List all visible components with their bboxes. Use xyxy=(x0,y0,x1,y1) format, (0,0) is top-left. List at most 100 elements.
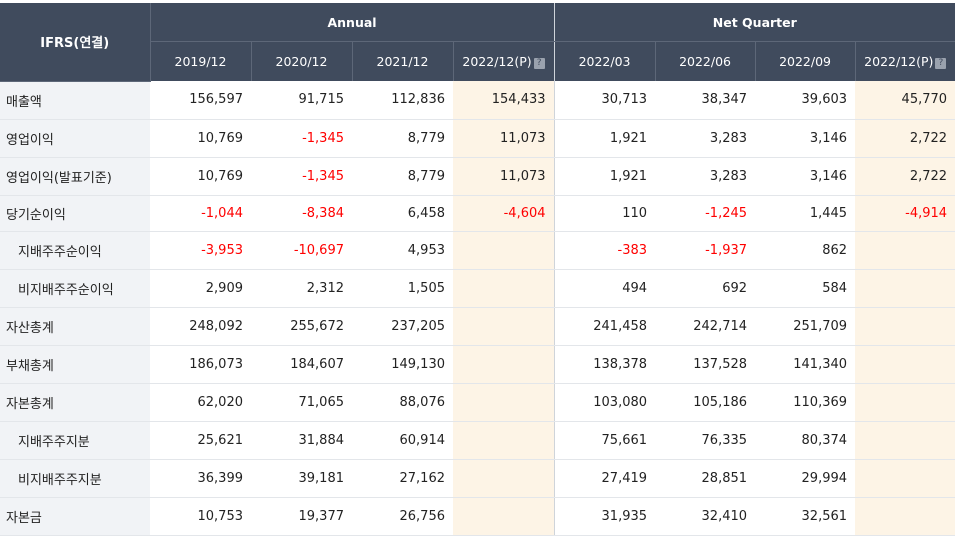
table-cell: 10,753 xyxy=(150,497,251,536)
row-label: 지배주주순이익 xyxy=(0,231,150,270)
table-row: 자본총계 62,020 71,065 88,076 103,080 105,186 110,… xyxy=(0,383,956,422)
table-cell: 8,779 xyxy=(352,157,453,196)
table-row: 지배주주지분 25,621 31,884 60,914 75,661 76,335 80,3… xyxy=(0,421,956,460)
row-label: 자본금 xyxy=(0,497,150,536)
table-cell: -8,384 xyxy=(251,195,352,232)
table-cell: 28,851 xyxy=(655,459,756,498)
column-header: 2019/12 xyxy=(150,41,252,81)
table-cell: 692 xyxy=(655,269,756,308)
table-cell: 141,340 xyxy=(755,345,856,384)
table-cell: 80,374 xyxy=(755,421,856,460)
table-cell xyxy=(453,459,555,498)
table-cell: 76,335 xyxy=(655,421,756,460)
table-cell: 62,020 xyxy=(150,383,251,422)
table-cell: 138,378 xyxy=(554,345,656,384)
row-label: 자산총계 xyxy=(0,307,150,346)
table-cell: 38,347 xyxy=(655,81,756,120)
table-cell: 32,561 xyxy=(755,497,856,536)
table-cell: 156,597 xyxy=(150,81,251,120)
table-cell: 75,661 xyxy=(554,421,656,460)
table-cell: 248,092 xyxy=(150,307,251,346)
table-cell: 1,921 xyxy=(554,157,656,196)
row-label: 지배주주지분 xyxy=(0,421,150,460)
table-row: 자산총계 248,092 255,672 237,205 241,458 242,714 2… xyxy=(0,307,956,346)
column-header: 2020/12 xyxy=(251,41,353,81)
table-cell: 10,769 xyxy=(150,157,251,196)
help-icon[interactable]: ? xyxy=(935,58,947,69)
table-cell: -1,345 xyxy=(251,157,352,196)
table-cell xyxy=(855,421,956,460)
table-cell: 32,410 xyxy=(655,497,756,536)
table-body: 매출액 156,597 91,715 112,836 154,433 30,713 38,3… xyxy=(0,81,956,536)
column-header-label: 2022/12(P) xyxy=(462,54,532,69)
table-cell xyxy=(855,459,956,498)
table-row: 비지배주주순이익 2,909 2,312 1,505 494 692 584 xyxy=(0,269,956,308)
table-cell: -1,245 xyxy=(655,195,756,232)
table-cell xyxy=(453,307,555,346)
row-label: 영업이익(발표기준) xyxy=(0,157,150,196)
row-label: 당기순이익 xyxy=(0,195,150,232)
table-cell: -4,914 xyxy=(855,195,956,232)
row-label: 비지배주주지분 xyxy=(0,459,150,498)
column-header: 2022/09 xyxy=(755,41,856,81)
table-cell xyxy=(855,345,956,384)
table-cell xyxy=(453,269,555,308)
row-label: 매출액 xyxy=(0,81,150,120)
table-cell: 3,146 xyxy=(755,119,856,158)
table-cell: 2,722 xyxy=(855,119,956,158)
table-cell: 10,769 xyxy=(150,119,251,158)
table-cell: 2,909 xyxy=(150,269,251,308)
table-cell: 39,181 xyxy=(251,459,352,498)
table-cell: 26,756 xyxy=(352,497,453,536)
table-cell: 71,065 xyxy=(251,383,352,422)
table-cell xyxy=(453,231,555,270)
table-row: 지배주주순이익 -3,953 -10,697 4,953 -383 -1,937 862 xyxy=(0,231,956,270)
table-cell: 242,714 xyxy=(655,307,756,346)
column-header-estimate: 2022/12(P)? xyxy=(453,41,555,81)
row-label: 자본총계 xyxy=(0,383,150,422)
group-header-annual: Annual xyxy=(150,3,555,42)
row-label: 부채총계 xyxy=(0,345,150,384)
table-cell: 45,770 xyxy=(855,81,956,120)
table-cell: 27,162 xyxy=(352,459,453,498)
table-cell: 3,146 xyxy=(755,157,856,196)
table-row: 영업이익 10,769 -1,345 8,779 11,073 1,921 3,283 3,1… xyxy=(0,119,956,158)
table-cell xyxy=(453,497,555,536)
column-header-label: 2022/12(P) xyxy=(864,54,934,69)
table-cell: 1,921 xyxy=(554,119,656,158)
table-cell: -10,697 xyxy=(251,231,352,270)
column-header-estimate: 2022/12(P)? xyxy=(855,41,956,81)
table-cell xyxy=(855,497,956,536)
table-cell xyxy=(855,269,956,308)
table-cell: 60,914 xyxy=(352,421,453,460)
table-cell: 6,458 xyxy=(352,195,453,232)
table-row: 매출액 156,597 91,715 112,836 154,433 30,713 38,3… xyxy=(0,81,956,120)
table-cell: -383 xyxy=(554,231,656,270)
table-cell: 154,433 xyxy=(453,81,555,120)
column-header: 2022/06 xyxy=(655,41,756,81)
table-cell: 39,603 xyxy=(755,81,856,120)
row-label: 영업이익 xyxy=(0,119,150,158)
table-cell: 88,076 xyxy=(352,383,453,422)
table-cell: 105,186 xyxy=(655,383,756,422)
table-cell: 31,884 xyxy=(251,421,352,460)
table-cell: 4,953 xyxy=(352,231,453,270)
table-cell: 186,073 xyxy=(150,345,251,384)
table-cell: 251,709 xyxy=(755,307,856,346)
table-cell xyxy=(855,383,956,422)
table-cell: 8,779 xyxy=(352,119,453,158)
table-cell: 1,445 xyxy=(755,195,856,232)
table-cell: 241,458 xyxy=(554,307,656,346)
table-header: IFRS(연결) Annual Net Quarter 2019/12 2020… xyxy=(0,3,956,82)
table-cell: 30,713 xyxy=(554,81,656,120)
table-row: 부채총계 186,073 184,607 149,130 138,378 137,528 1… xyxy=(0,345,956,384)
table-cell: 137,528 xyxy=(655,345,756,384)
table-cell: -4,604 xyxy=(453,195,555,232)
table-cell xyxy=(855,231,956,270)
help-icon[interactable]: ? xyxy=(533,58,545,69)
row-label: 비지배주주순이익 xyxy=(0,269,150,308)
table-cell: -1,345 xyxy=(251,119,352,158)
table-cell: 19,377 xyxy=(251,497,352,536)
table-cell: -1,044 xyxy=(150,195,251,232)
table-cell: 149,130 xyxy=(352,345,453,384)
